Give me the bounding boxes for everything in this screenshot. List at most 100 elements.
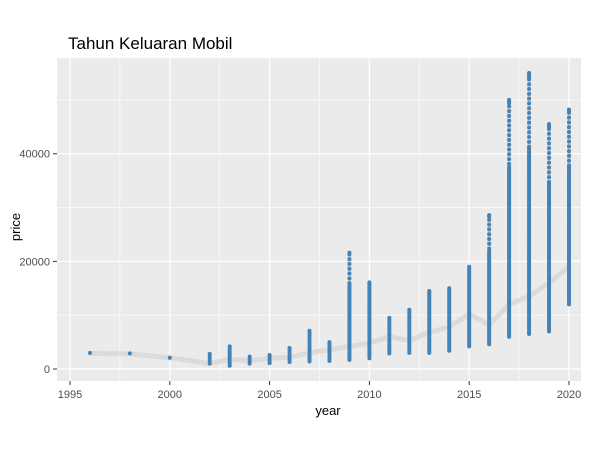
data-point bbox=[507, 157, 512, 162]
data-point bbox=[347, 266, 352, 271]
data-point bbox=[507, 133, 512, 138]
data-points bbox=[87, 71, 571, 368]
data-point bbox=[507, 161, 512, 166]
data-point bbox=[527, 71, 532, 75]
data-point bbox=[547, 136, 552, 141]
y-tick-label: 0 bbox=[44, 364, 50, 376]
data-point bbox=[567, 115, 571, 120]
data-point bbox=[347, 271, 352, 276]
data-point bbox=[567, 120, 571, 125]
data-point bbox=[547, 122, 552, 127]
data-point bbox=[567, 125, 571, 130]
data-point bbox=[567, 153, 571, 158]
data-point bbox=[487, 241, 492, 246]
data-point bbox=[507, 97, 512, 102]
data-point bbox=[527, 101, 532, 106]
data-point bbox=[547, 175, 552, 180]
data-point bbox=[527, 87, 532, 92]
trend-line-group bbox=[87, 264, 572, 367]
data-point bbox=[447, 286, 452, 291]
data-point bbox=[507, 109, 512, 114]
data-point bbox=[507, 118, 512, 123]
x-tick-label: 1995 bbox=[58, 389, 82, 401]
x-tick-label: 2015 bbox=[457, 389, 481, 401]
data-point bbox=[287, 346, 292, 351]
data-point bbox=[507, 142, 512, 147]
data-point bbox=[527, 135, 532, 140]
data-point bbox=[407, 307, 412, 312]
data-point bbox=[567, 163, 571, 168]
data-point bbox=[487, 222, 492, 227]
data-point bbox=[567, 107, 571, 112]
data-point bbox=[507, 147, 512, 152]
data-point bbox=[467, 264, 472, 269]
data-point bbox=[547, 151, 552, 156]
plot-panel bbox=[57, 58, 581, 381]
data-point bbox=[547, 160, 552, 165]
data-point bbox=[387, 315, 392, 320]
data-point bbox=[547, 131, 552, 136]
x-axis: 1995 2000 2005 2010 2015 2020 bbox=[58, 381, 581, 401]
x-tick-label: 2005 bbox=[257, 389, 281, 401]
data-point bbox=[527, 115, 532, 120]
data-point bbox=[547, 146, 552, 151]
data-point bbox=[567, 158, 571, 163]
data-point bbox=[167, 355, 172, 360]
data-point bbox=[507, 123, 512, 128]
data-point bbox=[547, 141, 552, 146]
data-point bbox=[547, 165, 552, 170]
data-point bbox=[347, 250, 352, 255]
data-point bbox=[527, 91, 532, 96]
data-point bbox=[347, 276, 352, 281]
data-point bbox=[507, 137, 512, 142]
data-point bbox=[347, 281, 352, 286]
x-axis-title: year bbox=[315, 403, 341, 418]
data-point bbox=[527, 111, 532, 116]
data-point bbox=[487, 232, 492, 237]
data-point bbox=[307, 328, 312, 333]
data-point bbox=[247, 354, 252, 359]
data-point bbox=[487, 249, 492, 254]
y-tick-label: 20000 bbox=[19, 256, 50, 268]
y-axis: 0 20000 40000 bbox=[19, 149, 57, 376]
data-point bbox=[567, 139, 571, 144]
data-point bbox=[267, 353, 272, 358]
data-point bbox=[527, 139, 532, 144]
chart-title: Tahun Keluaran Mobil bbox=[68, 34, 232, 53]
data-point bbox=[567, 129, 571, 134]
data-point bbox=[527, 130, 532, 135]
data-point bbox=[327, 340, 332, 345]
data-point bbox=[367, 280, 372, 285]
data-point bbox=[487, 217, 492, 222]
data-point bbox=[507, 128, 512, 133]
y-axis-title: price bbox=[8, 213, 23, 241]
data-point bbox=[527, 144, 532, 149]
data-point bbox=[507, 104, 512, 109]
x-tick-label: 2000 bbox=[158, 389, 182, 401]
data-point bbox=[527, 82, 532, 87]
y-tick-label: 40000 bbox=[19, 149, 50, 161]
data-point bbox=[547, 179, 552, 184]
data-point bbox=[507, 165, 512, 170]
data-point bbox=[527, 96, 532, 101]
data-point bbox=[87, 350, 92, 355]
data-point bbox=[487, 246, 492, 251]
data-point bbox=[527, 106, 532, 111]
data-point bbox=[207, 351, 212, 356]
data-point bbox=[427, 288, 432, 293]
data-point bbox=[567, 134, 571, 139]
data-point bbox=[527, 120, 532, 125]
data-point bbox=[487, 236, 492, 241]
x-tick-label: 2020 bbox=[557, 389, 581, 401]
data-point bbox=[547, 155, 552, 160]
data-point bbox=[347, 257, 352, 262]
data-point bbox=[507, 152, 512, 157]
data-point bbox=[507, 113, 512, 118]
trend-line bbox=[87, 264, 572, 367]
data-point bbox=[527, 125, 532, 130]
data-point bbox=[347, 261, 352, 266]
data-point bbox=[487, 213, 492, 218]
data-point bbox=[127, 351, 132, 356]
data-point bbox=[547, 170, 552, 175]
